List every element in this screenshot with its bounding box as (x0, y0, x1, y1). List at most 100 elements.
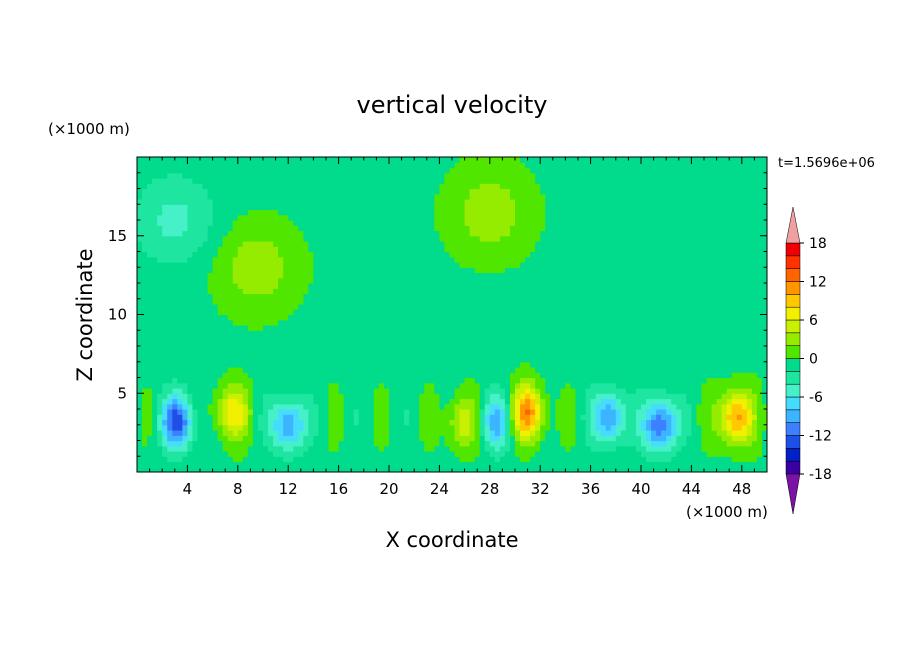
field-cell (464, 382, 471, 389)
field-cell (429, 230, 435, 237)
field-cell (152, 188, 158, 195)
field-cell (288, 157, 294, 163)
field-cell (550, 367, 556, 373)
field-cell (479, 235, 486, 242)
field-cell (137, 340, 143, 347)
field-cell (242, 288, 249, 295)
field-cell (419, 188, 425, 195)
field-cell (242, 346, 249, 352)
field-cell (499, 393, 506, 400)
field-cell (540, 456, 546, 463)
field-cell (323, 388, 330, 394)
field-cell (257, 235, 264, 242)
field-cell (187, 256, 194, 263)
field-cell (298, 277, 304, 284)
field-cell (399, 424, 405, 431)
field-cell (550, 456, 556, 463)
field-cell (152, 262, 158, 268)
field-cell (530, 367, 536, 373)
field-cell (338, 414, 345, 421)
field-cell (378, 209, 385, 216)
field-cell (328, 199, 335, 205)
field-cell (368, 314, 375, 321)
field-cell (197, 356, 204, 363)
field-cell (504, 193, 511, 200)
field-cell (515, 382, 521, 389)
field-cell (318, 304, 325, 310)
field-cell (172, 377, 178, 384)
field-cell (162, 204, 168, 211)
field-cell (444, 293, 451, 300)
field-cell (217, 241, 224, 247)
field-cell (474, 293, 481, 300)
field-cell (278, 319, 284, 326)
field-cell (167, 414, 173, 421)
field-cell (509, 241, 516, 247)
field-cell (394, 167, 400, 174)
field-cell (515, 204, 521, 211)
field-cell (509, 388, 516, 394)
field-cell (348, 367, 355, 373)
field-cell (389, 304, 395, 310)
field-cell (520, 377, 526, 384)
field-cell (167, 304, 173, 310)
field-cell (414, 414, 420, 421)
field-cell (409, 262, 415, 268)
field-cell (162, 235, 168, 242)
field-cell (162, 335, 168, 342)
field-cell (232, 335, 239, 342)
field-cell (217, 330, 224, 337)
field-cell (142, 377, 148, 384)
field-cell (520, 346, 526, 352)
field-cell (434, 356, 440, 363)
field-cell (237, 461, 244, 468)
field-cell (540, 461, 546, 468)
field-cell (389, 209, 395, 216)
field-cell (303, 193, 309, 200)
field-cell (298, 445, 304, 452)
field-cell (504, 283, 511, 289)
field-cell (515, 335, 521, 342)
field-cell (464, 346, 471, 352)
field-cell (419, 272, 425, 279)
field-cell (464, 356, 471, 363)
field-cell (313, 225, 320, 232)
field-cell (187, 424, 194, 431)
field-cell (424, 314, 430, 321)
field-cell (157, 288, 163, 295)
field-cell (373, 430, 380, 436)
field-cell (545, 414, 551, 421)
field-cell (439, 309, 446, 316)
field-cell (192, 220, 199, 226)
field-cell (394, 393, 400, 400)
field-cell (489, 351, 496, 358)
field-cell (399, 230, 405, 237)
field-cell (283, 162, 289, 169)
field-cell (389, 167, 395, 174)
field-cell (348, 214, 355, 221)
field-cell (142, 393, 148, 400)
field-cell (247, 214, 254, 221)
field-cell (162, 298, 168, 305)
field-cell (348, 325, 355, 331)
field-cell (434, 204, 440, 211)
field-cell (414, 277, 420, 284)
field-cell (414, 214, 420, 221)
field-cell (283, 461, 289, 468)
field-cell (338, 262, 345, 268)
field-cell (278, 440, 284, 447)
field-cell (237, 267, 244, 274)
field-cell (399, 162, 405, 169)
field-cell (313, 235, 320, 242)
field-cell (550, 314, 556, 321)
field-cell (273, 277, 279, 284)
field-cell (232, 272, 239, 279)
field-cell (162, 403, 168, 410)
field-cell (142, 241, 148, 247)
field-cell (444, 298, 451, 305)
field-cell (545, 225, 551, 232)
field-cell (217, 351, 224, 358)
field-cell (515, 325, 521, 331)
field-cell (257, 430, 264, 436)
field-cell (257, 393, 264, 400)
